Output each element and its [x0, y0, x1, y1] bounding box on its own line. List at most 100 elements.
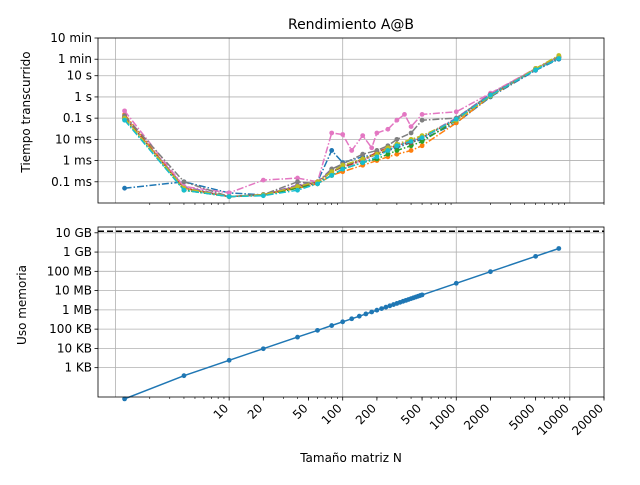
time-data-point	[181, 179, 187, 185]
time-data-point	[360, 156, 366, 162]
time-ytick-label: 0.1 s	[63, 111, 92, 125]
time-data-point	[329, 130, 335, 136]
time-data-point	[374, 148, 380, 153]
time-ytick-label: 1 ms	[63, 154, 92, 168]
time-data-point	[556, 56, 562, 61]
time-data-point	[419, 143, 425, 149]
time-series-line-3	[124, 56, 560, 198]
time-data-point	[394, 143, 400, 149]
time-plot: 10 min 1 min 10 s 1 s 0.1 s 10 ms 1 ms 0.1 ms	[50, 31, 605, 205]
time-data-point	[295, 184, 300, 189]
time-ytick-label: 0.1 ms	[51, 175, 92, 189]
memory-data-point	[556, 246, 562, 251]
time-series-line-1	[124, 55, 560, 198]
memory-data-point	[356, 313, 362, 319]
time-data-point	[419, 135, 425, 141]
time-data-point	[394, 117, 400, 123]
time-data-point	[340, 162, 346, 168]
time-data-point	[329, 169, 335, 175]
memory-ytick-label: 10 KB	[57, 341, 92, 355]
time-data-point	[340, 166, 346, 172]
memory-ytick-label: 100 MB	[47, 264, 92, 278]
time-ytick-label: 1 s	[74, 90, 92, 104]
y-axis-label-memory: Uso memoria	[15, 265, 29, 345]
time-series-line-5	[124, 56, 560, 198]
time-series-line-7	[124, 55, 560, 198]
memory-data-point	[349, 316, 355, 322]
time-data-point	[226, 194, 232, 200]
memory-xtick-label: 10000	[535, 401, 572, 438]
memory-ytick-label: 10 MB	[54, 284, 92, 298]
memory-data-point	[181, 373, 187, 379]
time-data-point	[260, 177, 266, 183]
memory-data-point	[488, 269, 493, 275]
time-data-point	[394, 136, 400, 142]
time-data-point	[122, 108, 127, 114]
memory-data-point	[315, 327, 320, 333]
time-data-point	[360, 151, 366, 157]
memory-data-point	[226, 357, 232, 363]
time-ytick-label: 10 ms	[55, 132, 92, 146]
memory-xtick-label: 100	[319, 401, 345, 427]
time-data-point	[453, 116, 459, 122]
time-data-point	[408, 124, 414, 129]
time-data-point	[394, 151, 400, 157]
time-data-point	[295, 175, 300, 181]
time-ytick-label: 10 min	[50, 31, 92, 45]
time-data-point	[374, 130, 380, 136]
time-data-point	[360, 133, 366, 139]
time-data-point	[329, 148, 335, 153]
time-data-point	[340, 132, 346, 137]
time-data-point	[226, 190, 232, 196]
memory-xtick-label: 200	[353, 401, 379, 427]
time-data-point	[408, 148, 414, 153]
time-data-point	[419, 117, 425, 123]
chart-title: Rendimiento A@B	[288, 17, 414, 33]
memory-plot-frame	[97, 226, 605, 398]
memory-xtick-label: 20000	[569, 401, 606, 438]
time-data-point	[453, 109, 459, 115]
time-data-point	[488, 92, 493, 98]
memory-ytick-label: 1 MB	[62, 303, 92, 317]
memory-ytick-label: 10 GB	[55, 226, 92, 240]
time-series-line-2	[124, 57, 560, 198]
memory-data-point	[453, 280, 459, 286]
memory-data-point	[340, 319, 346, 325]
memory-xtick-label: 1000	[427, 401, 458, 432]
time-series-line-9	[124, 57, 560, 198]
time-data-point	[369, 145, 375, 151]
memory-data-point	[122, 396, 127, 402]
time-data-point	[408, 130, 414, 136]
time-data-point	[122, 117, 127, 123]
time-data-point	[374, 154, 380, 160]
memory-data-point	[533, 253, 539, 259]
time-data-point	[394, 148, 400, 153]
memory-plot: 10 GB 1 GB 100 MB 10 MB 1 MB 100 KB 10 KB 1 KB 1…	[47, 226, 606, 438]
memory-xtick-label: 500	[398, 401, 424, 427]
time-data-point	[360, 160, 366, 166]
time-data-point	[402, 112, 407, 117]
time-plot-frame	[97, 37, 605, 204]
time-ytick-label: 1 min	[58, 52, 92, 66]
memory-data-point	[295, 334, 300, 340]
memory-ytick-label: 100 KB	[49, 322, 92, 336]
memory-data-point	[329, 323, 335, 328]
memory-ytick-label: 1 GB	[63, 245, 92, 259]
time-data-point	[329, 173, 335, 178]
time-series-line-0	[124, 58, 560, 196]
memory-xtick-label: 5000	[506, 401, 537, 432]
time-data-point	[122, 185, 127, 191]
time-data-point	[181, 187, 187, 193]
memory-data-point	[419, 292, 425, 298]
memory-data-point	[387, 303, 393, 309]
memory-data-point	[260, 346, 266, 352]
time-data-point	[385, 151, 391, 157]
x-axis-label: Tamaño matriz N	[299, 451, 402, 465]
time-data-point	[315, 181, 320, 187]
memory-ytick-label: 1 KB	[64, 361, 92, 375]
time-ytick-label: 10 s	[67, 69, 92, 83]
memory-data-point	[369, 309, 375, 315]
memory-data-point	[379, 306, 384, 312]
memory-xtick-label: 50	[290, 401, 311, 422]
memory-data-point	[374, 307, 380, 313]
